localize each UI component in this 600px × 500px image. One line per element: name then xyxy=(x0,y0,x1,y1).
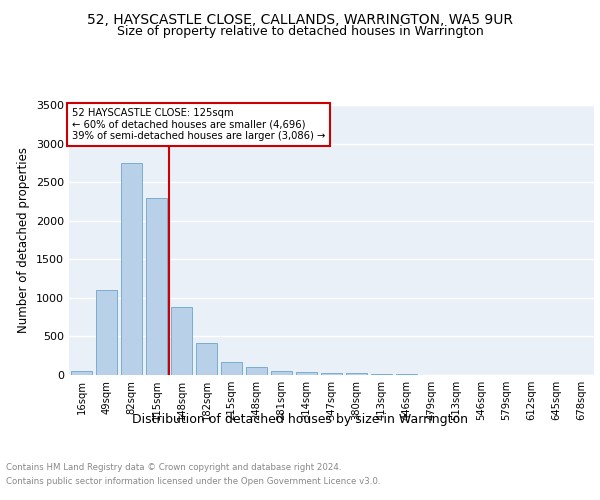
Bar xyxy=(71,371,92,375)
Bar xyxy=(271,371,292,375)
Y-axis label: Number of detached properties: Number of detached properties xyxy=(17,147,31,333)
Bar xyxy=(246,368,267,375)
Bar xyxy=(221,362,242,375)
Bar xyxy=(146,198,167,375)
Bar xyxy=(371,374,392,375)
Bar xyxy=(96,290,117,375)
Bar xyxy=(196,342,217,375)
Text: Distribution of detached houses by size in Warrington: Distribution of detached houses by size … xyxy=(132,412,468,426)
Bar xyxy=(296,372,317,375)
Bar xyxy=(396,374,417,375)
Text: 52, HAYSCASTLE CLOSE, CALLANDS, WARRINGTON, WA5 9UR: 52, HAYSCASTLE CLOSE, CALLANDS, WARRINGT… xyxy=(87,12,513,26)
Bar xyxy=(121,163,142,375)
Bar xyxy=(346,374,367,375)
Text: 52 HAYSCASTLE CLOSE: 125sqm
← 60% of detached houses are smaller (4,696)
39% of : 52 HAYSCASTLE CLOSE: 125sqm ← 60% of det… xyxy=(71,108,325,141)
Text: Size of property relative to detached houses in Warrington: Size of property relative to detached ho… xyxy=(116,25,484,38)
Text: Contains public sector information licensed under the Open Government Licence v3: Contains public sector information licen… xyxy=(6,478,380,486)
Text: Contains HM Land Registry data © Crown copyright and database right 2024.: Contains HM Land Registry data © Crown c… xyxy=(6,462,341,471)
Bar xyxy=(321,372,342,375)
Bar xyxy=(171,307,192,375)
